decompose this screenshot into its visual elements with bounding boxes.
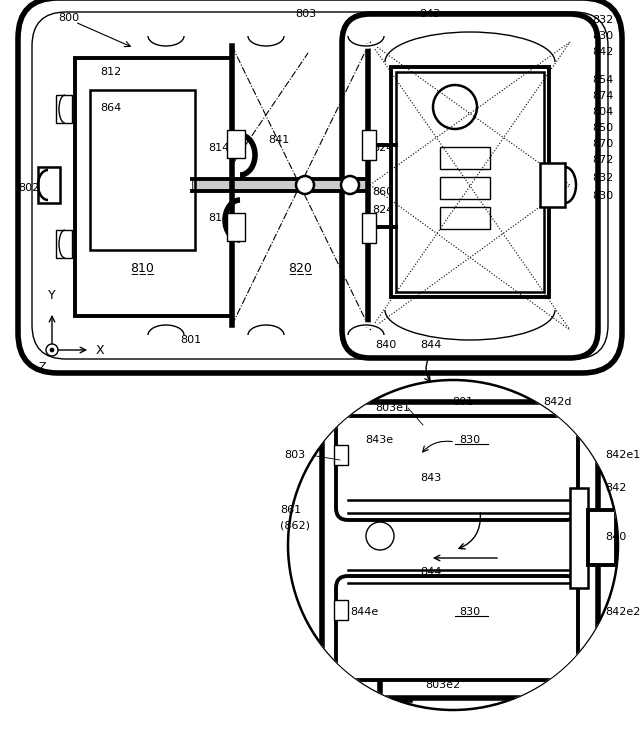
Text: 843: 843: [420, 473, 441, 483]
Bar: [440, 177, 490, 199]
Text: 842: 842: [605, 483, 627, 493]
Text: 860: 860: [372, 187, 393, 197]
Text: 812: 812: [100, 67, 121, 77]
Text: (862): (862): [280, 520, 310, 530]
Bar: [362, 213, 376, 243]
Bar: [588, 510, 616, 565]
Text: 8̲2̲0̲: 8̲2̲0̲: [288, 261, 312, 274]
Bar: [227, 130, 245, 158]
Text: 844: 844: [420, 567, 442, 577]
Text: 803e1: 803e1: [376, 403, 410, 413]
Text: 830: 830: [592, 191, 613, 201]
Text: 803: 803: [296, 9, 317, 19]
Bar: [570, 488, 588, 588]
Text: 803: 803: [284, 450, 305, 460]
Text: 8̲1̲0̲: 8̲1̲0̲: [130, 261, 154, 274]
Text: 842: 842: [592, 47, 613, 57]
Bar: [334, 600, 348, 620]
Text: 800: 800: [58, 13, 79, 23]
Circle shape: [296, 176, 314, 194]
Text: 844: 844: [420, 340, 442, 350]
Text: 832: 832: [592, 173, 613, 183]
Bar: [56, 95, 72, 123]
Circle shape: [46, 344, 58, 356]
Bar: [396, 72, 544, 292]
Circle shape: [288, 380, 618, 710]
Text: 803e2: 803e2: [426, 680, 461, 690]
Text: 874: 874: [592, 91, 613, 101]
Text: 830: 830: [592, 31, 613, 41]
Text: 843e: 843e: [365, 435, 393, 445]
Bar: [192, 179, 368, 191]
Text: 843: 843: [419, 9, 440, 19]
Bar: [540, 163, 565, 207]
Text: 842e1: 842e1: [605, 450, 640, 460]
Text: 804: 804: [592, 107, 613, 117]
Text: 861: 861: [280, 505, 301, 515]
Text: 841: 841: [268, 135, 289, 145]
Bar: [334, 445, 348, 465]
Text: 801: 801: [452, 397, 474, 407]
Circle shape: [341, 176, 359, 194]
Text: Z: Z: [38, 362, 46, 372]
Bar: [440, 147, 490, 169]
Bar: [362, 130, 376, 160]
Bar: [38, 167, 60, 203]
Text: 850: 850: [592, 123, 613, 133]
FancyBboxPatch shape: [18, 0, 622, 373]
Bar: [227, 213, 245, 241]
Text: 870: 870: [592, 139, 613, 149]
Text: 801: 801: [180, 335, 201, 345]
FancyBboxPatch shape: [322, 402, 598, 698]
Text: 824: 824: [372, 143, 394, 153]
Bar: [391, 67, 549, 297]
Text: 844e: 844e: [350, 607, 378, 617]
Text: 830: 830: [460, 607, 481, 617]
Bar: [90, 90, 195, 250]
Text: 840: 840: [605, 532, 627, 542]
FancyBboxPatch shape: [336, 576, 578, 680]
Bar: [75, 58, 232, 316]
Text: 824: 824: [372, 205, 394, 215]
Text: 864: 864: [100, 103, 121, 113]
Bar: [440, 207, 490, 229]
Text: 830: 830: [460, 435, 481, 445]
Text: 872: 872: [592, 155, 613, 165]
Text: 814: 814: [208, 213, 229, 223]
Bar: [56, 230, 72, 258]
Text: 840: 840: [375, 340, 396, 350]
FancyBboxPatch shape: [342, 14, 598, 358]
Text: 802: 802: [18, 183, 39, 193]
Text: Y: Y: [48, 289, 56, 302]
Text: 842e2: 842e2: [605, 607, 640, 617]
Circle shape: [50, 348, 54, 352]
Text: 832: 832: [592, 15, 613, 25]
FancyBboxPatch shape: [336, 416, 578, 520]
Text: 814: 814: [208, 143, 229, 153]
Text: 854: 854: [592, 75, 613, 85]
Text: 842d: 842d: [543, 397, 572, 407]
Text: X: X: [96, 344, 104, 356]
